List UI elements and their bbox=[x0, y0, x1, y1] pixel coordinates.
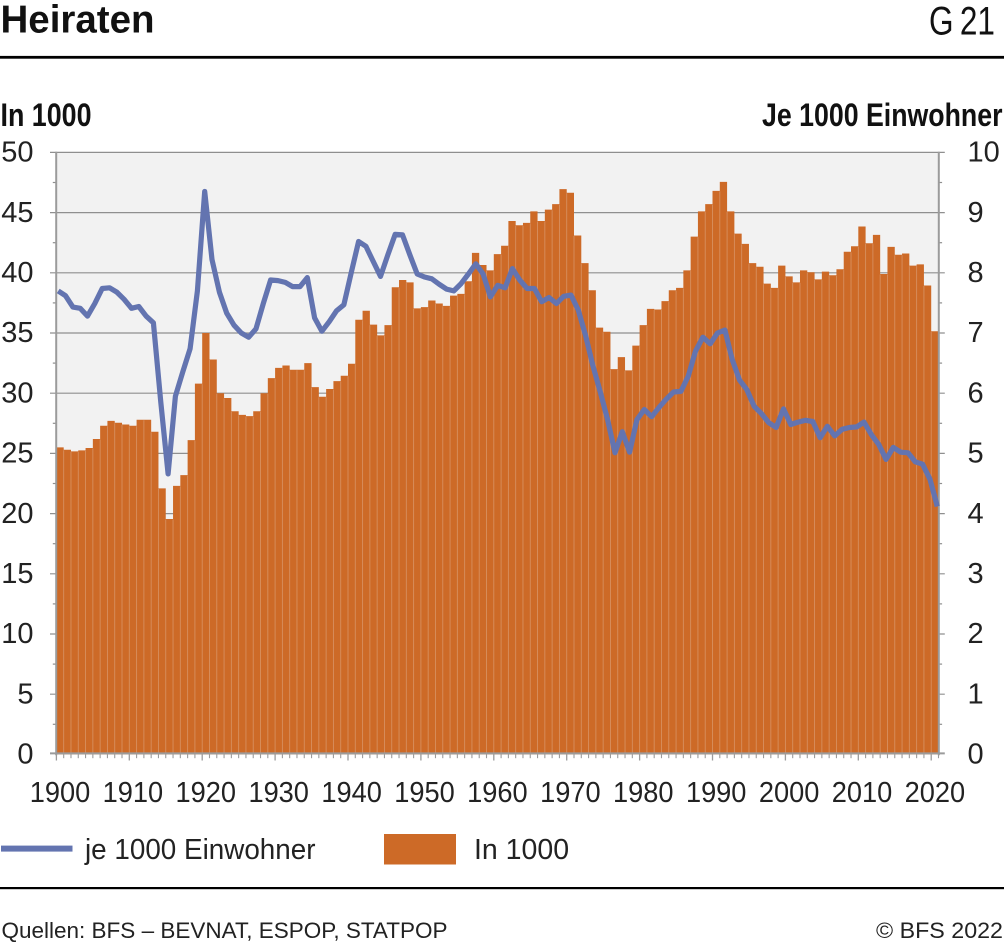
svg-text:25: 25 bbox=[1, 438, 33, 470]
svg-text:2000: 2000 bbox=[759, 777, 820, 809]
svg-text:1920: 1920 bbox=[176, 777, 237, 809]
svg-text:je 1000 Einwohner: je 1000 Einwohner bbox=[84, 834, 316, 866]
svg-text:1990: 1990 bbox=[686, 777, 747, 809]
svg-text:10: 10 bbox=[1, 618, 33, 650]
svg-text:3: 3 bbox=[968, 558, 984, 590]
svg-text:15: 15 bbox=[1, 558, 33, 590]
svg-text:30: 30 bbox=[1, 377, 33, 409]
svg-text:5: 5 bbox=[17, 678, 33, 710]
svg-text:0: 0 bbox=[968, 739, 984, 771]
svg-text:1: 1 bbox=[968, 678, 984, 710]
svg-text:1980: 1980 bbox=[613, 777, 674, 809]
svg-text:6: 6 bbox=[968, 377, 984, 409]
svg-text:Quellen: BFS – BEVNAT, ESPOP,: Quellen: BFS – BEVNAT, ESPOP, STATPOP bbox=[2, 918, 448, 943]
svg-text:1900: 1900 bbox=[30, 777, 91, 809]
svg-text:2010: 2010 bbox=[832, 777, 893, 809]
svg-text:45: 45 bbox=[1, 197, 33, 229]
svg-text:8: 8 bbox=[968, 257, 984, 289]
svg-text:4: 4 bbox=[968, 498, 984, 530]
svg-text:1960: 1960 bbox=[467, 777, 528, 809]
svg-text:G 21: G 21 bbox=[929, 0, 995, 44]
svg-text:9: 9 bbox=[968, 197, 984, 229]
svg-text:0: 0 bbox=[17, 739, 33, 771]
svg-text:In 1000: In 1000 bbox=[474, 834, 569, 866]
svg-text:1950: 1950 bbox=[394, 777, 455, 809]
svg-text:1930: 1930 bbox=[248, 777, 309, 809]
svg-text:1910: 1910 bbox=[103, 777, 164, 809]
svg-text:Je 1000 Einwohner: Je 1000 Einwohner bbox=[762, 97, 1003, 133]
svg-text:5: 5 bbox=[968, 438, 984, 470]
svg-text:50: 50 bbox=[1, 137, 33, 169]
svg-text:10: 10 bbox=[968, 137, 1000, 169]
svg-text:7: 7 bbox=[968, 317, 984, 349]
svg-text:2020: 2020 bbox=[905, 777, 966, 809]
svg-text:In 1000: In 1000 bbox=[1, 97, 92, 133]
svg-text:20: 20 bbox=[1, 498, 33, 530]
svg-text:2: 2 bbox=[968, 618, 984, 650]
svg-text:© BFS 2022: © BFS 2022 bbox=[876, 918, 1003, 943]
svg-text:Heiraten: Heiraten bbox=[1, 0, 155, 42]
svg-text:1970: 1970 bbox=[540, 777, 601, 809]
svg-text:35: 35 bbox=[1, 317, 33, 349]
svg-text:1940: 1940 bbox=[321, 777, 382, 809]
svg-text:40: 40 bbox=[1, 257, 33, 289]
